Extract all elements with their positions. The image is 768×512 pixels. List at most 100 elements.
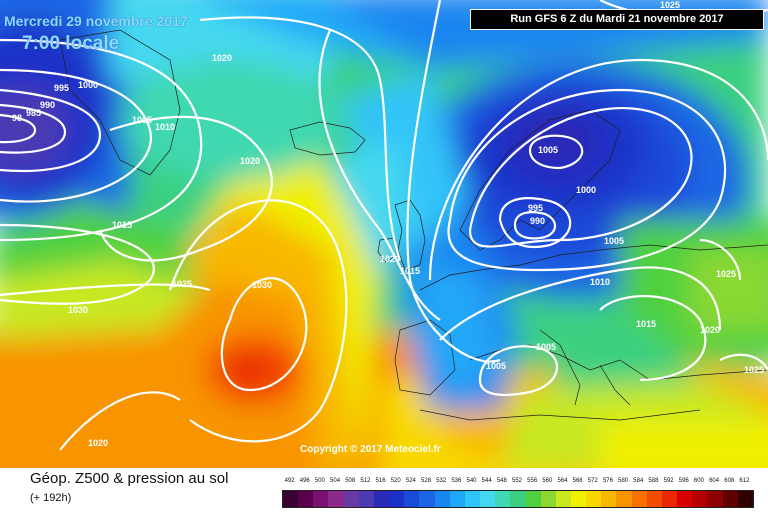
- pressure-label: 1025: [660, 0, 680, 10]
- color-scale-bar: [282, 490, 754, 508]
- scale-label: 604: [709, 478, 720, 484]
- scale-swatch: [737, 491, 753, 507]
- pressure-label: 1005: [536, 342, 556, 352]
- scale-label: 608: [724, 478, 735, 484]
- legend-subtitle: (+ 192h): [30, 492, 72, 504]
- scale-label: 520: [390, 478, 401, 484]
- coastlines: [59, 29, 768, 421]
- pressure-label: 995: [528, 203, 543, 213]
- scale-label: 492: [284, 478, 295, 484]
- scale-label: 580: [618, 478, 629, 484]
- scale-label: 508: [345, 478, 356, 484]
- model-run-info: Run GFS 6 Z du Mardi 21 novembre 2017: [470, 9, 764, 30]
- scale-swatch: [404, 491, 420, 507]
- scale-label: 596: [678, 478, 689, 484]
- scale-swatch: [601, 491, 617, 507]
- scale-label: 568: [572, 478, 583, 484]
- pressure-label: 1020: [212, 53, 232, 63]
- forecast-time: 7:00 locale: [22, 33, 120, 54]
- scale-swatch: [570, 491, 587, 507]
- scale-label: 552: [511, 478, 523, 484]
- pressure-label: 1025: [744, 365, 764, 375]
- pressure-label: 990: [40, 100, 55, 110]
- scale-swatch: [343, 491, 359, 507]
- pressure-labels: 1025 1020 1000 995 990 985 98 1005 1010 …: [12, 0, 764, 448]
- pressure-label: 1015: [636, 319, 656, 329]
- scale-label: 500: [314, 478, 325, 484]
- pressure-label: 1005: [486, 361, 506, 371]
- scale-label: 540: [466, 478, 477, 484]
- pressure-label: 1005: [538, 145, 558, 155]
- scale-label: 600: [693, 478, 704, 484]
- scale-swatch: [510, 491, 526, 507]
- scale-swatch: [495, 491, 511, 507]
- scale-label: 564: [557, 478, 568, 484]
- pressure-label: 1010: [155, 122, 175, 132]
- scale-swatch: [480, 491, 496, 507]
- pressure-label: 1000: [576, 185, 596, 195]
- scale-label: 592: [663, 478, 674, 484]
- scale-label: 584: [633, 478, 644, 484]
- scale-label: 548: [496, 478, 507, 484]
- scale-swatch: [389, 491, 405, 507]
- isobars: [0, 0, 768, 450]
- legend-title: Géop. Z500 & pression au sol: [30, 470, 229, 487]
- pressure-label: 1030: [252, 280, 272, 290]
- scale-label: 576: [602, 478, 613, 484]
- scale-label: 572: [587, 478, 598, 484]
- scale-swatch: [540, 491, 556, 507]
- scale-label: 556: [527, 478, 538, 484]
- pressure-label: 1005: [604, 236, 624, 246]
- scale-swatch: [525, 491, 541, 507]
- pressure-label: 1025: [716, 269, 736, 279]
- pressure-label: 1020: [380, 254, 400, 264]
- scale-swatch: [555, 491, 571, 507]
- scale-swatch: [328, 491, 344, 507]
- pressure-label: 990: [530, 216, 545, 226]
- scale-label: 528: [421, 478, 432, 484]
- scale-swatch: [616, 491, 632, 507]
- scale-swatch: [373, 491, 390, 507]
- scale-swatch: [313, 491, 329, 507]
- pressure-label: 1010: [590, 277, 610, 287]
- scale-label: 524: [405, 478, 416, 484]
- pressure-label: 1030: [68, 305, 88, 315]
- pressure-label: 1020: [700, 325, 720, 335]
- scale-label: 536: [451, 478, 462, 484]
- forecast-date: Mercredi 29 novembre 2017: [4, 13, 188, 29]
- scale-swatch: [298, 491, 314, 507]
- scale-label: 532: [436, 478, 447, 484]
- pressure-label: 1005: [132, 115, 152, 125]
- copyright-notice: Copyright © 2017 Meteociel.fr: [300, 444, 441, 455]
- scale-swatch: [707, 491, 723, 507]
- map-canvas: 1025 1020 1000 995 990 985 98 1005 1010 …: [0, 0, 768, 468]
- scale-label: 504: [330, 478, 341, 484]
- scale-label: 512: [360, 478, 371, 484]
- pressure-label: 1000: [78, 80, 98, 90]
- pressure-label: 98: [12, 113, 22, 123]
- geopotential-map: 1025 1020 1000 995 990 985 98 1005 1010 …: [0, 0, 768, 468]
- pressure-label: 1020: [240, 156, 260, 166]
- scale-swatch: [631, 491, 647, 507]
- pressure-label: 1020: [88, 438, 108, 448]
- scale-label: 544: [481, 478, 492, 484]
- scale-swatch: [646, 491, 662, 507]
- scale-swatch: [692, 491, 708, 507]
- scale-swatch: [419, 491, 435, 507]
- geopotential-shading: [0, 0, 768, 468]
- scale-label: 560: [542, 478, 553, 484]
- pressure-label: 1025: [172, 279, 192, 289]
- scale-label: 496: [299, 478, 310, 484]
- pressure-label: 1015: [112, 220, 132, 230]
- pressure-label: 985: [26, 108, 41, 118]
- scale-swatch: [358, 491, 374, 507]
- color-scale-labels: 492 496 500 504 508 512 516 520 524 528 532 536 540 5…: [282, 478, 752, 488]
- pressure-label: 995: [54, 83, 69, 93]
- scale-swatch: [449, 491, 465, 507]
- scale-swatch: [677, 491, 693, 507]
- scale-swatch: [283, 491, 299, 507]
- scale-label: 516: [375, 478, 386, 484]
- scale-swatch: [722, 491, 738, 507]
- scale-swatch: [661, 491, 678, 507]
